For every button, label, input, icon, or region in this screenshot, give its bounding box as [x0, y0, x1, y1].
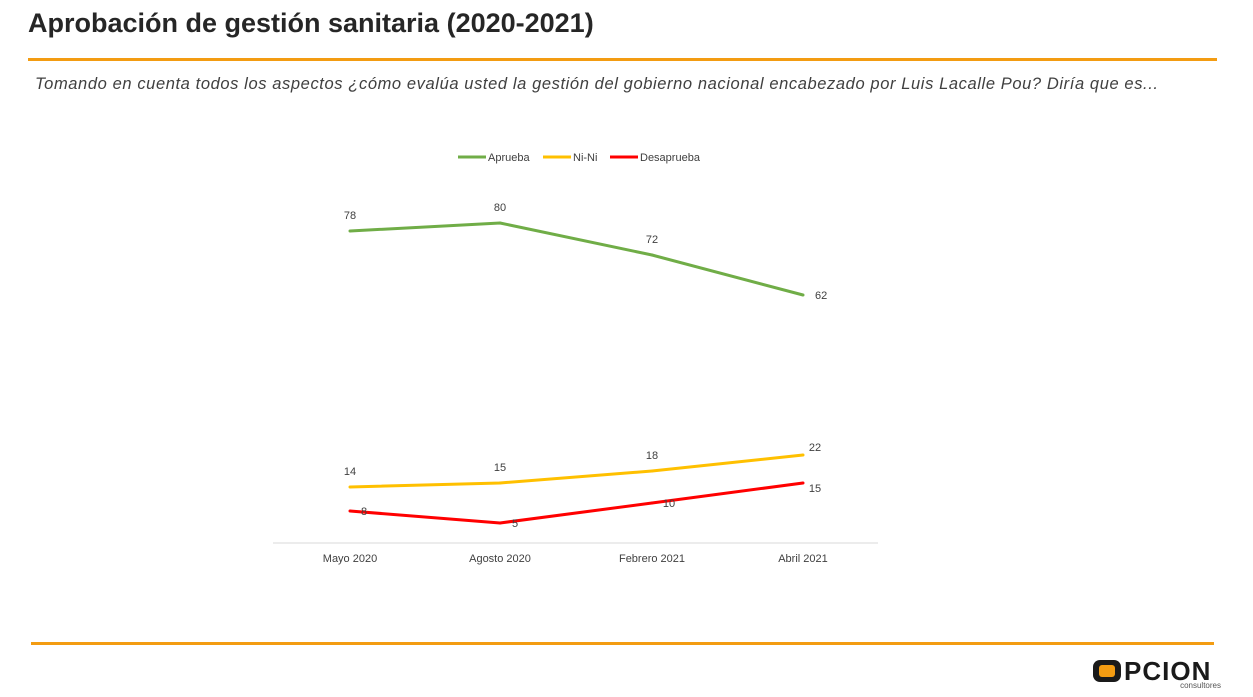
- data-point-2-2: [650, 501, 654, 505]
- x-tick-label-2: Febrero 2021: [619, 553, 685, 565]
- logo-wordmark: PCION: [1124, 656, 1212, 686]
- data-label-1-2: 18: [646, 450, 658, 462]
- logo-o-mark: [1093, 660, 1121, 682]
- legend-label-2: Desaprueba: [640, 152, 701, 164]
- bottom-divider: [31, 642, 1214, 645]
- data-point-1-3: [801, 453, 805, 457]
- series-layer: 78 80 72 62 14 15 18 22 8 5 10 15: [344, 202, 827, 530]
- opcion-logo: PCION consultores: [1093, 657, 1223, 691]
- chart-legend: Aprueba Ni-Ni Desaprueba: [458, 152, 701, 164]
- data-label-2-2: 10: [663, 498, 675, 510]
- legend-label-0: Aprueba: [488, 152, 530, 164]
- data-label-2-3: 15: [809, 483, 821, 495]
- legend-label-1: Ni-Ni: [573, 152, 597, 164]
- data-label-0-3: 62: [815, 290, 827, 302]
- data-label-0-1: 80: [494, 202, 506, 214]
- x-tick-label-1: Agosto 2020: [469, 553, 531, 565]
- data-label-1-3: 22: [809, 442, 821, 454]
- data-point-1-0: [348, 485, 352, 489]
- data-label-0-2: 72: [646, 234, 658, 246]
- data-point-0-2: [650, 253, 654, 257]
- data-label-1-0: 14: [344, 466, 356, 478]
- data-point-0-1: [498, 221, 502, 225]
- x-tick-label-3: Abril 2021: [778, 553, 828, 565]
- data-label-0-0: 78: [344, 210, 356, 222]
- data-label-2-0: 8: [361, 506, 367, 518]
- data-point-0-3: [801, 293, 805, 297]
- top-divider: [28, 58, 1217, 61]
- data-point-2-1: [498, 521, 502, 525]
- series-line-0: [349, 221, 804, 297]
- page-title: Aprobación de gestión sanitaria (2020-20…: [28, 8, 594, 38]
- x-axis-ticks: Mayo 2020 Agosto 2020 Febrero 2021 Abril 20…: [323, 553, 828, 565]
- data-point-0-0: [348, 229, 352, 233]
- data-label-2-1: 5: [512, 518, 518, 530]
- data-point-1-1: [498, 481, 502, 485]
- series-line-1: [349, 453, 804, 489]
- data-point-2-0: [348, 509, 352, 513]
- data-point-1-2: [650, 469, 654, 473]
- data-point-2-3: [801, 481, 805, 485]
- question-text: Tomando en cuenta todos los aspectos ¿có…: [35, 75, 1159, 93]
- data-label-1-1: 15: [494, 462, 506, 474]
- series-line-2: [349, 481, 804, 525]
- x-tick-label-0: Mayo 2020: [323, 553, 377, 565]
- logo-subtitle: consultores: [1180, 681, 1221, 690]
